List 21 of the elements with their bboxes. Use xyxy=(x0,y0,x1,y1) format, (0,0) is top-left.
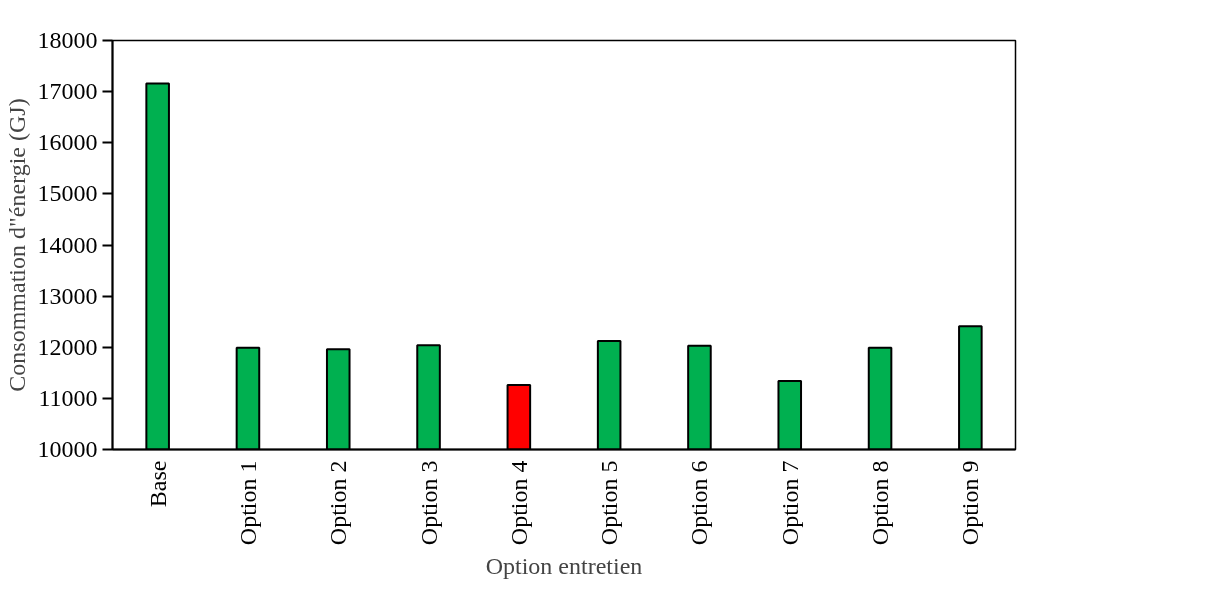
y-tick-label: 16000 xyxy=(37,129,98,156)
y-tick-label: 18000 xyxy=(37,27,98,53)
y-tick-label: 14000 xyxy=(37,231,98,258)
x-tick-label: Option 9 xyxy=(957,460,984,546)
y-tick-label: 15000 xyxy=(37,180,98,207)
x-tick-label: Option 3 xyxy=(415,460,442,546)
x-tick-label: Base xyxy=(144,460,171,508)
x-tick-label: Option 4 xyxy=(505,460,532,546)
x-tick-label: Option 1 xyxy=(234,460,261,546)
y-tick-label: 11000 xyxy=(38,384,98,411)
x-tick-label: Option 6 xyxy=(686,460,713,546)
x-tick-label: Option 2 xyxy=(325,460,352,546)
y-tick-label: 12000 xyxy=(37,333,98,360)
x-tick-label: Option 7 xyxy=(776,460,803,546)
y-tick-label: 10000 xyxy=(37,436,98,462)
y-tick-label: 13000 xyxy=(37,282,98,309)
x-tick-label: Option 8 xyxy=(867,460,894,546)
x-tick-label: Option 5 xyxy=(596,460,623,546)
y-axis-title: Consommation d"énergie (GJ) xyxy=(3,98,30,392)
x-axis-title: Option entretien xyxy=(485,553,643,580)
y-tick-label: 17000 xyxy=(37,78,98,105)
